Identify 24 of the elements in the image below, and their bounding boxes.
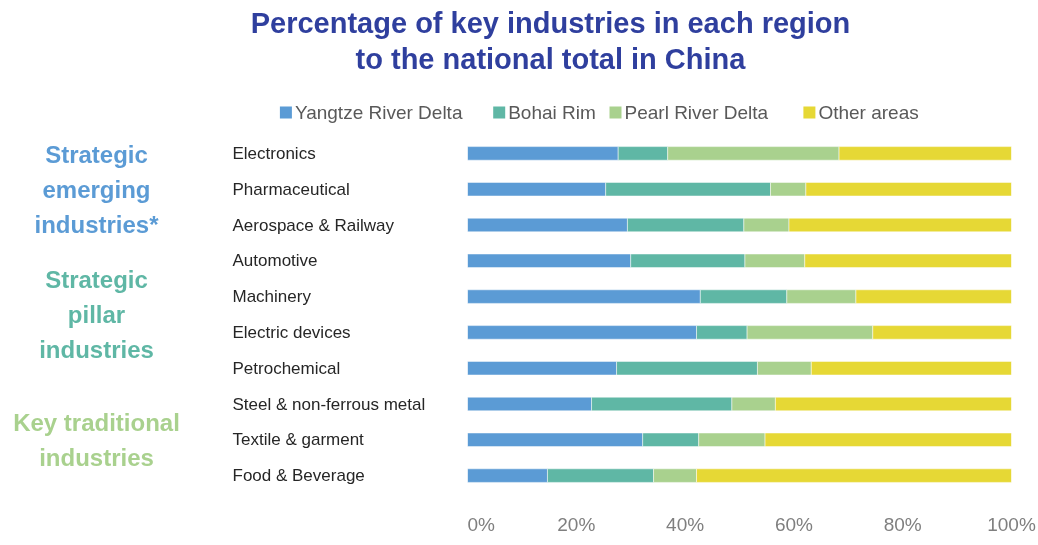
y-tick-label: Petrochemical xyxy=(232,358,341,378)
legend-label: Bohai Rim xyxy=(508,102,596,123)
x-tick-label: 20% xyxy=(557,513,596,535)
x-tick-label: 40% xyxy=(666,513,705,535)
x-tick-label: 100% xyxy=(987,513,1036,535)
y-tick-label: Electric devices xyxy=(232,322,351,342)
x-tick-label: 0% xyxy=(467,513,496,535)
y-tick-label: Aerospace & Railway xyxy=(232,215,395,235)
text: Strategic emerging industries* xyxy=(34,140,160,238)
y-tick-label: Textile & garment xyxy=(232,430,365,450)
y-tick-label: Pharmaceutical xyxy=(232,179,350,199)
x-tick-label: 80% xyxy=(883,513,922,535)
text: Strategic pillar industries xyxy=(39,265,154,364)
y-tick-label: Electronics xyxy=(232,143,316,163)
chart-title: Percentage of key industries in each region to the national total in China xyxy=(250,6,851,76)
y-tick-label: Machinery xyxy=(232,287,312,307)
y-tick-label: Steel & non-ferrous metal xyxy=(232,394,426,414)
legend-label: Other areas xyxy=(818,102,919,123)
legend-label: Yangtze River Delta xyxy=(294,102,463,123)
legend-label: Pearl River Delta xyxy=(624,102,769,123)
y-tick-label: Automotive xyxy=(232,251,318,271)
y-tick-label: Food & Beverage xyxy=(232,466,365,486)
text: Key traditional industries xyxy=(13,408,180,471)
x-tick-label: 60% xyxy=(774,513,814,535)
